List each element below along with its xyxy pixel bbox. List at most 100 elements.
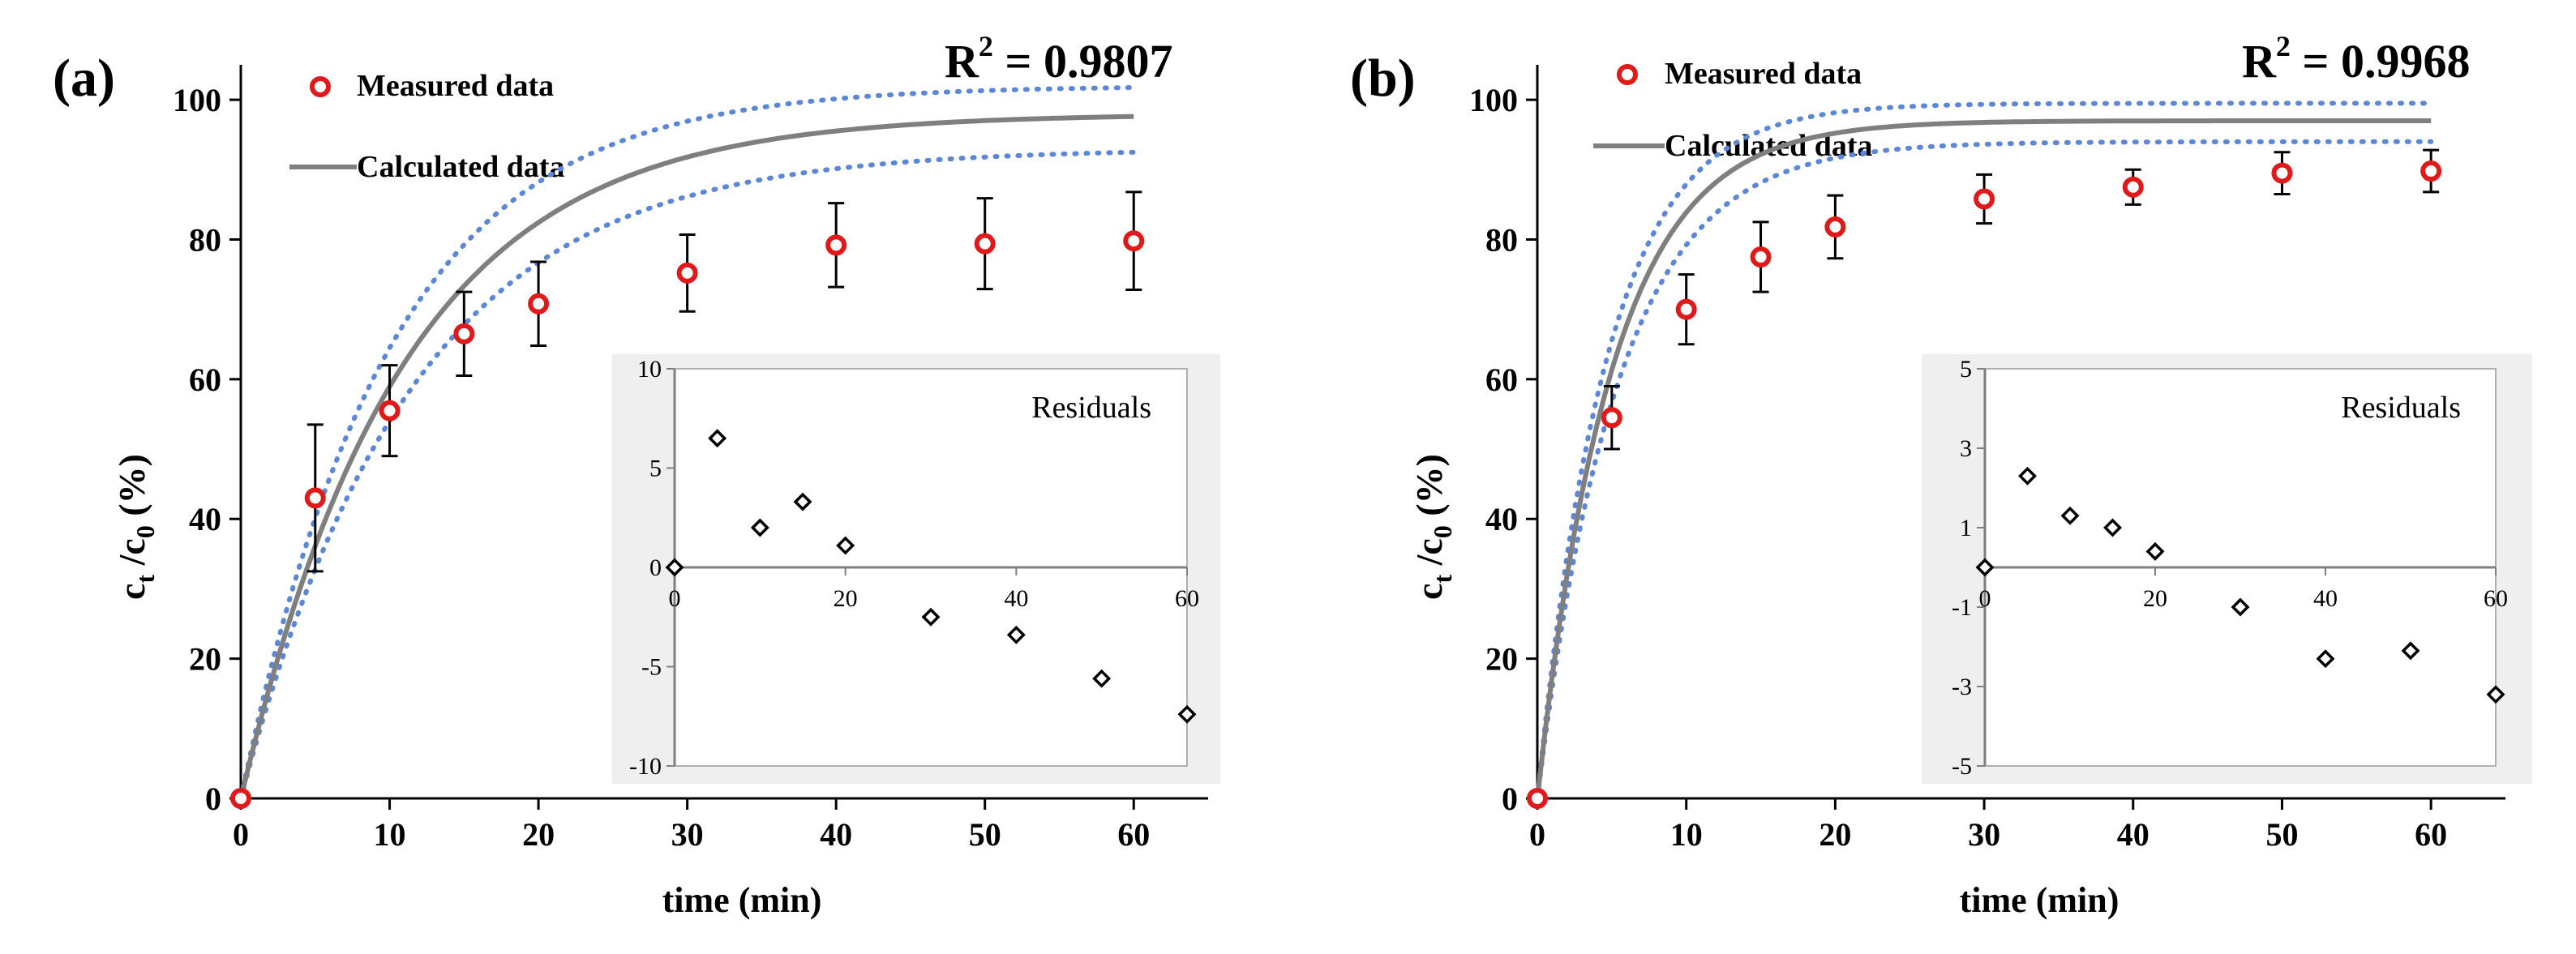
residual-point bbox=[665, 558, 684, 577]
measured-point bbox=[528, 293, 550, 314]
y-tick-label: 0 bbox=[1502, 781, 1518, 817]
inset-x-tick-label: 0 bbox=[1979, 585, 1991, 612]
x-tick-label: 50 bbox=[2265, 816, 2298, 853]
inset-x-tick-label: 20 bbox=[834, 585, 858, 612]
residuals-inset: Residuals 10 5 0 -5 -10 0 20 40 60 bbox=[612, 354, 1220, 784]
upper-confidence-curve bbox=[1535, 101, 2434, 801]
inset-x-tick-label: 40 bbox=[2313, 585, 2338, 612]
r-squared-label: R2 = 0.9807 bbox=[945, 30, 1172, 88]
y-tick-label: 100 bbox=[173, 82, 221, 118]
x-tick-label: 20 bbox=[522, 816, 555, 853]
measured-point bbox=[974, 233, 996, 255]
x-tick-label: 60 bbox=[2415, 816, 2447, 853]
measured-point bbox=[1675, 298, 1697, 320]
panel-label: (a) bbox=[53, 49, 115, 108]
measured-point bbox=[2271, 162, 2293, 184]
x-tick-label: 60 bbox=[1117, 816, 1150, 853]
residual-point bbox=[2103, 518, 2122, 537]
x-axis-title: time (min) bbox=[1960, 880, 2120, 920]
measured-point bbox=[1601, 407, 1622, 429]
inset-y-tick-label: -5 bbox=[1952, 753, 1972, 780]
legend: Measured data Calculated data bbox=[289, 69, 565, 184]
calculated-curve bbox=[1535, 118, 2432, 799]
inset-title: Residuals bbox=[2341, 391, 2461, 425]
measured-point bbox=[2122, 176, 2144, 198]
inset-title: Residuals bbox=[1031, 391, 1151, 425]
inset-y-tick-label: 1 bbox=[1960, 515, 1972, 541]
x-tick-label: 10 bbox=[374, 816, 406, 853]
inset-y-tick-label: -3 bbox=[1952, 674, 1972, 700]
inset-plot: 5 3 1 -1 -3 -5 0 20 40 60 bbox=[1952, 356, 2508, 780]
residual-point bbox=[2145, 541, 2165, 561]
x-tick-label: 0 bbox=[233, 816, 249, 853]
y-tick-label: 20 bbox=[1485, 641, 1518, 678]
lower-confidence-curve bbox=[1535, 139, 2434, 801]
inset-y-tick-label: -1 bbox=[1952, 594, 1972, 621]
x-axis-title: time (min) bbox=[662, 880, 822, 920]
x-tick-label: 20 bbox=[1819, 816, 1851, 853]
inset-y-tick-label: 3 bbox=[1960, 435, 1972, 462]
measured-point bbox=[453, 323, 475, 344]
residual-point bbox=[1177, 704, 1197, 724]
residual-point bbox=[836, 536, 855, 555]
y-tick-label: 0 bbox=[205, 781, 221, 817]
y-axis-title: ct /c0 (%) bbox=[111, 454, 160, 600]
x-tick-label: 0 bbox=[1529, 816, 1545, 853]
measured-point bbox=[1824, 216, 1846, 237]
legend-measured-label: Measured data bbox=[1665, 57, 1862, 91]
x-tick-label: 30 bbox=[671, 816, 704, 853]
residual-point bbox=[2060, 506, 2080, 525]
x-tick-label: 30 bbox=[1968, 816, 2000, 853]
measured-point bbox=[825, 234, 847, 256]
measured-point bbox=[379, 400, 401, 421]
residual-point bbox=[2486, 685, 2505, 704]
measured-point bbox=[676, 262, 698, 284]
residual-point bbox=[1092, 669, 1112, 688]
residual-point bbox=[2316, 649, 2335, 669]
upper-confidence-curve bbox=[238, 85, 1137, 801]
residual-point bbox=[1975, 558, 1995, 577]
y-tick-label: 20 bbox=[189, 641, 221, 678]
residual-point bbox=[2401, 641, 2420, 661]
x-tick-label: 40 bbox=[820, 816, 852, 853]
inset-x-tick-label: 20 bbox=[2143, 585, 2167, 612]
y-tick-label: 60 bbox=[189, 361, 221, 398]
x-tick-label: 50 bbox=[969, 816, 1001, 853]
y-axis-title: ct /c0 (%) bbox=[1408, 454, 1457, 600]
panel-a: (a) R2 = 0.9807 Measured data Calculated… bbox=[53, 30, 1220, 920]
residual-point bbox=[708, 429, 727, 448]
residual-point bbox=[2018, 466, 2037, 486]
residual-point bbox=[750, 518, 769, 537]
legend-measured-marker bbox=[310, 76, 331, 97]
y-tick-label: 80 bbox=[1485, 221, 1518, 258]
measured-point bbox=[304, 487, 326, 509]
inset-y-tick-label: -10 bbox=[629, 753, 662, 780]
y-tick-label: 60 bbox=[1485, 361, 1518, 398]
inset-x-tick-label: 60 bbox=[1175, 585, 1199, 612]
residual-point bbox=[1006, 625, 1026, 644]
legend-measured-marker bbox=[1617, 64, 1638, 85]
inset-y-tick-label: 0 bbox=[649, 554, 662, 581]
r-squared-label: R2 = 0.9968 bbox=[2242, 30, 2470, 88]
panel-b: (b) R2 = 0.9968 Measured data Calculated… bbox=[1350, 30, 2532, 920]
inset-y-tick-label: 10 bbox=[637, 356, 662, 383]
legend-measured-label: Measured data bbox=[357, 69, 554, 103]
measured-point bbox=[1123, 230, 1145, 252]
residual-point bbox=[793, 492, 812, 511]
y-tick-label: 100 bbox=[1469, 82, 1518, 118]
inset-plot: 10 5 0 -5 -10 0 20 40 60 bbox=[629, 356, 1199, 780]
inset-x-tick-label: 40 bbox=[1004, 585, 1028, 612]
legend-calculated-label: Calculated data bbox=[357, 150, 565, 184]
y-tick-label: 80 bbox=[189, 221, 221, 258]
y-tick-label: 40 bbox=[1485, 501, 1518, 537]
measured-point bbox=[1527, 788, 1548, 809]
residual-point bbox=[2231, 597, 2250, 617]
residuals-inset: Residuals 5 3 1 -1 -3 -5 0 20 40 60 bbox=[1922, 354, 2532, 784]
inset-x-tick-label: 0 bbox=[669, 585, 681, 612]
measured-point bbox=[1750, 246, 1772, 268]
measured-point bbox=[230, 788, 251, 809]
inset-x-tick-label: 60 bbox=[2484, 585, 2508, 612]
